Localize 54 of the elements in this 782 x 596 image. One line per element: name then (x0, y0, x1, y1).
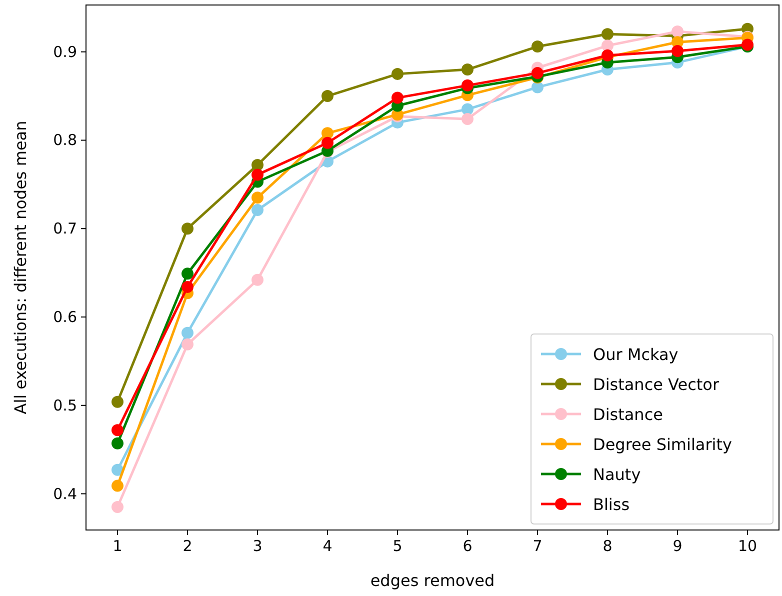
point (112, 437, 124, 450)
x-tick-label: 9 (672, 537, 682, 555)
y-axis-title: All executions: different nodes mean (11, 120, 30, 414)
point (112, 501, 124, 514)
point (112, 424, 124, 436)
point (182, 268, 194, 280)
legend-label: Distance Vector (593, 375, 720, 394)
point (182, 338, 194, 350)
point (392, 92, 404, 104)
x-tick-label: 5 (392, 537, 402, 555)
legend-label: Distance (593, 405, 663, 424)
point (462, 64, 474, 76)
x-tick-label: 10 (738, 537, 758, 555)
point (252, 204, 264, 216)
point (672, 44, 684, 57)
point (182, 222, 194, 235)
point (322, 136, 334, 149)
x-tick-label: 1 (112, 537, 122, 555)
legend-label: Nauty (593, 465, 641, 484)
point (532, 40, 544, 53)
y-tick-label: 0.9 (53, 42, 77, 61)
legend-label: Bliss (593, 495, 630, 514)
point (252, 158, 264, 171)
point (602, 28, 614, 40)
point (462, 113, 474, 126)
point (252, 168, 264, 181)
x-tick-label: 4 (322, 537, 332, 555)
legend-label: Our Mckay (593, 345, 678, 364)
point (322, 90, 334, 102)
x-tick-label: 3 (252, 537, 262, 555)
point (112, 464, 124, 476)
y-tick-label: 0.5 (53, 396, 77, 414)
point (182, 280, 194, 293)
x-tick-label: 6 (462, 537, 472, 555)
point (322, 127, 334, 140)
y-tick-label: 0.7 (53, 220, 77, 238)
y-tick-label: 0.6 (53, 308, 77, 326)
point (532, 67, 544, 80)
point (602, 40, 614, 52)
point (112, 480, 124, 492)
point (182, 326, 194, 339)
point (252, 274, 264, 286)
point (462, 79, 474, 92)
legend-label: Degree Similarity (593, 435, 732, 454)
point (392, 68, 404, 80)
x-axis-title: edges removed (370, 571, 495, 590)
point (252, 192, 264, 204)
y-tick-label: 0.8 (53, 131, 77, 150)
point (672, 26, 684, 38)
x-tick-label: 2 (182, 537, 192, 555)
x-tick-label: 7 (532, 537, 542, 555)
x-tick-label: 8 (602, 537, 612, 555)
point (112, 396, 124, 408)
y-tick-label: 0.4 (53, 484, 77, 503)
